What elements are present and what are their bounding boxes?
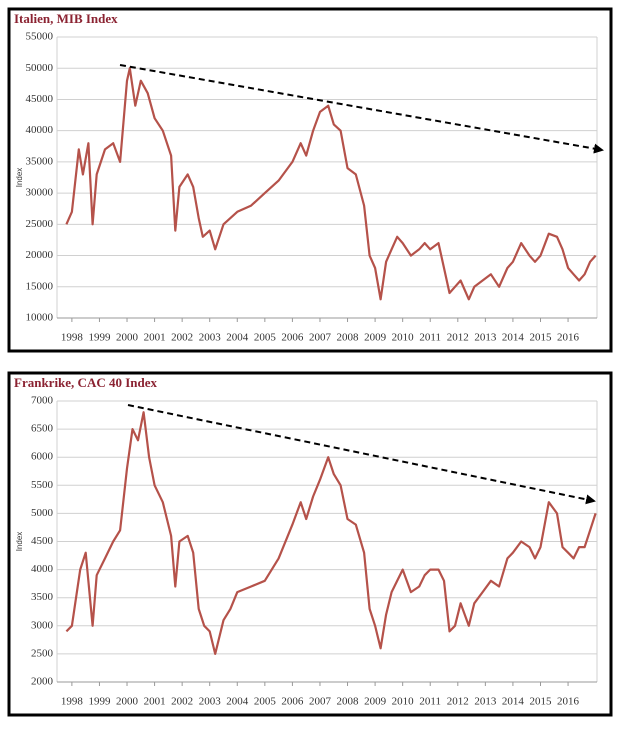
y-tick-label: 45000 bbox=[26, 93, 54, 105]
x-tick-label: 2008 bbox=[337, 696, 360, 708]
chart-cac: Frankrike, CAC 40 Index Index 2000 2500 3000… bbox=[14, 375, 598, 708]
y-tick-label: 3500 bbox=[31, 591, 54, 603]
x-tick-label: 2013 bbox=[474, 696, 497, 708]
x-tick-label: 2007 bbox=[309, 696, 332, 708]
x-tick-label: 2013 bbox=[474, 332, 497, 344]
x-tick-label: 1999 bbox=[88, 696, 111, 708]
panel-border bbox=[7, 371, 613, 717]
x-tick-label: 2012 bbox=[447, 696, 469, 708]
x-tick-label: 1998 bbox=[61, 696, 84, 708]
y-tick-label: 4000 bbox=[31, 563, 54, 575]
y-tick-label: 10000 bbox=[26, 312, 54, 324]
x-tick-label: 2008 bbox=[337, 332, 360, 344]
trend-arrow bbox=[119, 64, 604, 154]
x-tick-label: 2014 bbox=[502, 696, 525, 708]
x-tick-label: 2016 bbox=[557, 332, 580, 344]
x-tick-label: 2009 bbox=[364, 332, 387, 344]
x-tick-label: 2016 bbox=[557, 696, 580, 708]
y-tick-label: 15000 bbox=[26, 280, 54, 292]
y-tick-label: 2000 bbox=[31, 676, 54, 688]
x-tick-label: 2002 bbox=[171, 696, 193, 708]
x-tick-label: 2001 bbox=[144, 696, 166, 708]
y-axis-label: Index bbox=[15, 168, 24, 188]
y-tick-label: 20000 bbox=[26, 249, 54, 261]
y-tick-label: 55000 bbox=[26, 31, 54, 43]
y-tick-label: 50000 bbox=[26, 62, 54, 74]
trend-arrow bbox=[127, 404, 596, 505]
x-tick-label: 2000 bbox=[116, 696, 139, 708]
x-tick-label: 2006 bbox=[281, 332, 304, 344]
x-tick-label: 2009 bbox=[364, 696, 387, 708]
x-tick-label: 2015 bbox=[529, 696, 552, 708]
x-tick-label: 2011 bbox=[419, 696, 441, 708]
y-tick-label: 40000 bbox=[26, 124, 54, 136]
x-tick-label: 2004 bbox=[226, 332, 249, 344]
chart-title: Italien, MIB Index bbox=[14, 11, 118, 26]
y-tick-label: 6500 bbox=[31, 423, 54, 435]
x-tick-label: 2001 bbox=[144, 332, 166, 344]
x-tick-label: 2010 bbox=[392, 332, 415, 344]
x-tick-label: 1999 bbox=[88, 332, 111, 344]
x-tick-label: 2005 bbox=[254, 332, 277, 344]
y-tick-label: 25000 bbox=[26, 218, 54, 230]
y-axis-label: Index bbox=[15, 532, 24, 552]
panel-border bbox=[7, 7, 613, 353]
y-tick-label: 5000 bbox=[31, 507, 54, 519]
y-tick-label: 30000 bbox=[26, 187, 54, 199]
x-tick-label: 2012 bbox=[447, 332, 469, 344]
x-tick-label: 2006 bbox=[281, 696, 304, 708]
x-tick-label: 2011 bbox=[419, 332, 441, 344]
x-tick-label: 2014 bbox=[502, 332, 525, 344]
x-tick-label: 2003 bbox=[199, 332, 222, 344]
x-tick-label: 1998 bbox=[61, 332, 84, 344]
y-tick-label: 2500 bbox=[31, 647, 54, 659]
chart-title: Frankrike, CAC 40 Index bbox=[14, 375, 158, 390]
y-tick-label: 7000 bbox=[31, 395, 54, 407]
x-tick-label: 2010 bbox=[392, 696, 415, 708]
y-tick-label: 3000 bbox=[31, 619, 54, 631]
x-tick-label: 2002 bbox=[171, 332, 193, 344]
line bbox=[65, 67, 597, 301]
x-tick-label: 2007 bbox=[309, 332, 332, 344]
x-tick-label: 2003 bbox=[199, 696, 222, 708]
x-tick-label: 2015 bbox=[529, 332, 552, 344]
y-tick-label: 35000 bbox=[26, 155, 54, 167]
x-tick-label: 2000 bbox=[116, 332, 139, 344]
y-tick-label: 4500 bbox=[31, 535, 54, 547]
chart-mib: Italien, MIB Index Index 10000 15000 20000 25… bbox=[14, 11, 598, 344]
x-tick-label: 2005 bbox=[254, 696, 277, 708]
y-tick-label: 5500 bbox=[31, 479, 54, 491]
line bbox=[65, 411, 597, 655]
y-tick-label: 6000 bbox=[31, 451, 54, 463]
x-tick-label: 2004 bbox=[226, 696, 249, 708]
